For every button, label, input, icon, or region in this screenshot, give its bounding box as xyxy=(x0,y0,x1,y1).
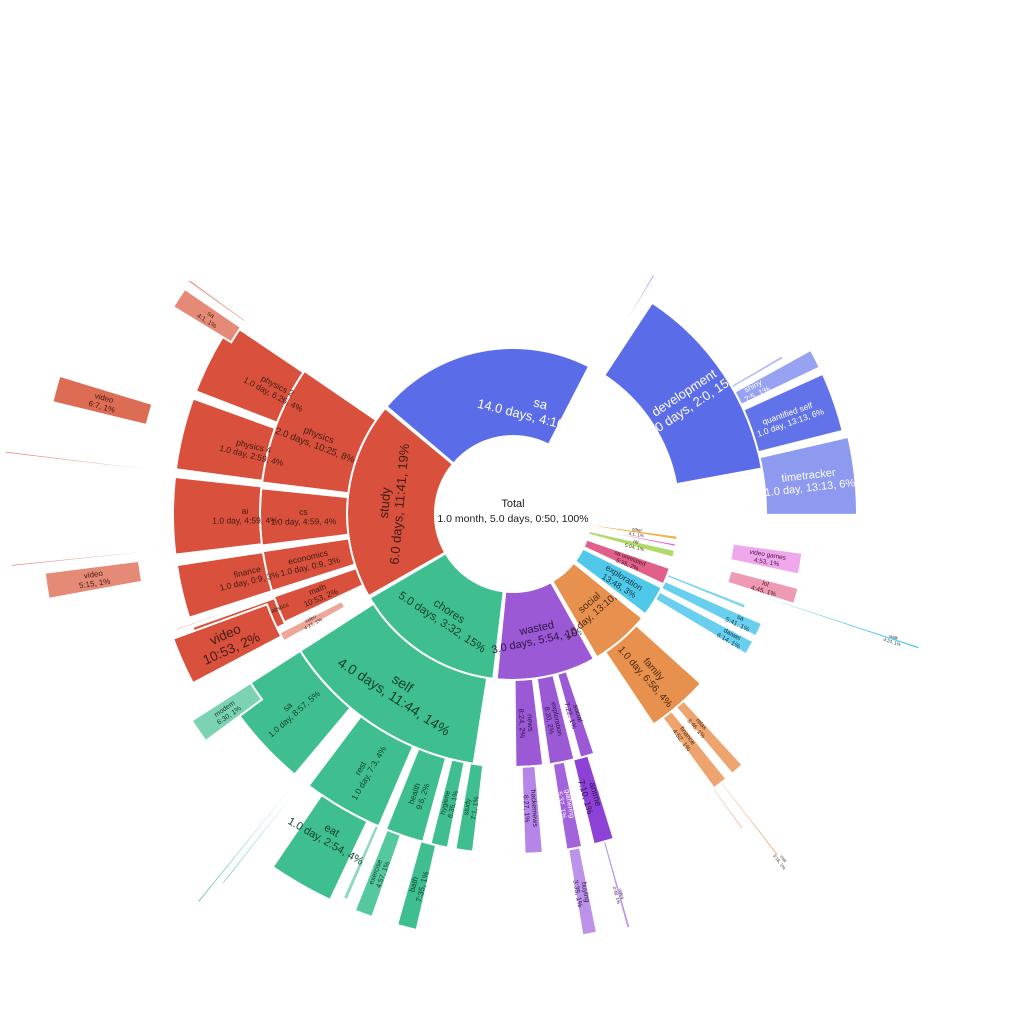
center-total-label: Total xyxy=(501,498,524,510)
segment-sa-sliver-3[interactable] xyxy=(595,272,657,373)
segment-purple-sliver-4[interactable] xyxy=(573,666,599,722)
svg-text:visit: visit xyxy=(779,854,788,864)
segment-video-427[interactable] xyxy=(278,599,347,643)
segment-video-games[interactable] xyxy=(729,542,804,576)
segment-orange-needle[interactable] xyxy=(711,786,746,832)
segment-social-wasted[interactable] xyxy=(555,669,596,760)
segment-quantified-self[interactable] xyxy=(742,372,844,454)
segment-study-needle-2[interactable] xyxy=(3,449,177,475)
segment-sa-sliver-1[interactable] xyxy=(589,302,628,370)
segment-physics-2[interactable] xyxy=(194,322,305,424)
segment-study-self[interactable] xyxy=(454,762,485,853)
segment-purple-sliver-1[interactable] xyxy=(505,678,511,731)
segment-study-sliver-1[interactable] xyxy=(174,596,267,632)
segment-purple-sliver-6[interactable] xyxy=(580,663,614,730)
segment-video-1053[interactable] xyxy=(171,603,283,685)
segment-hackernews[interactable] xyxy=(520,764,544,855)
segment-visit[interactable] xyxy=(719,780,781,858)
segment-timetracker[interactable] xyxy=(758,435,859,516)
segment-cs[interactable] xyxy=(259,487,350,547)
segment-walk[interactable] xyxy=(701,574,922,651)
segment-lol[interactable] xyxy=(726,569,800,606)
segment-study-sliver-2[interactable] xyxy=(186,277,248,324)
segment-exploration-wasted[interactable] xyxy=(535,673,576,766)
segment-sa-self[interactable] xyxy=(225,649,352,777)
segment-ai[interactable] xyxy=(171,475,263,556)
segment-green-sliver-1[interactable] xyxy=(341,823,381,902)
segment-video-515[interactable] xyxy=(43,559,144,600)
segment-sa-study[interactable] xyxy=(171,287,243,344)
segment-modem[interactable] xyxy=(190,681,264,743)
segment-purple-sliver-5[interactable] xyxy=(587,659,624,725)
segment-daiwei[interactable] xyxy=(653,590,755,656)
center-total-value: 1.0 month, 5.0 days, 0:50, 100% xyxy=(437,513,588,525)
segment-bath[interactable] xyxy=(395,839,438,932)
segment-study-needle-1[interactable] xyxy=(9,550,140,568)
center-hole xyxy=(435,436,591,592)
segment-shiny[interactable] xyxy=(733,348,822,407)
segment-finance-study[interactable] xyxy=(175,550,274,619)
svg-text:3:16, 1%: 3:16, 1% xyxy=(772,853,787,870)
segment-video-wasted[interactable] xyxy=(601,839,632,930)
segment-purple-sliver-3[interactable] xyxy=(569,667,599,741)
segment-anime[interactable] xyxy=(571,754,616,846)
segment-physics-4[interactable] xyxy=(174,397,277,482)
segment-eat[interactable] xyxy=(271,793,369,902)
segment-video-67[interactable] xyxy=(51,374,154,427)
segment-relax[interactable] xyxy=(674,699,744,776)
segment-exercise[interactable] xyxy=(353,828,403,919)
segment-family[interactable] xyxy=(603,623,703,726)
segment-hygiene[interactable] xyxy=(429,758,466,849)
segment-health[interactable] xyxy=(384,747,448,844)
segment-buying[interactable] xyxy=(567,846,599,937)
segment-purple-sliver-2[interactable] xyxy=(499,678,506,743)
segment-dev-sliver[interactable] xyxy=(729,353,786,390)
segment-self-needle-2[interactable] xyxy=(195,708,356,905)
segment-sa-sliver-2[interactable] xyxy=(592,292,639,371)
segment-self-needle-1[interactable] xyxy=(220,711,359,886)
